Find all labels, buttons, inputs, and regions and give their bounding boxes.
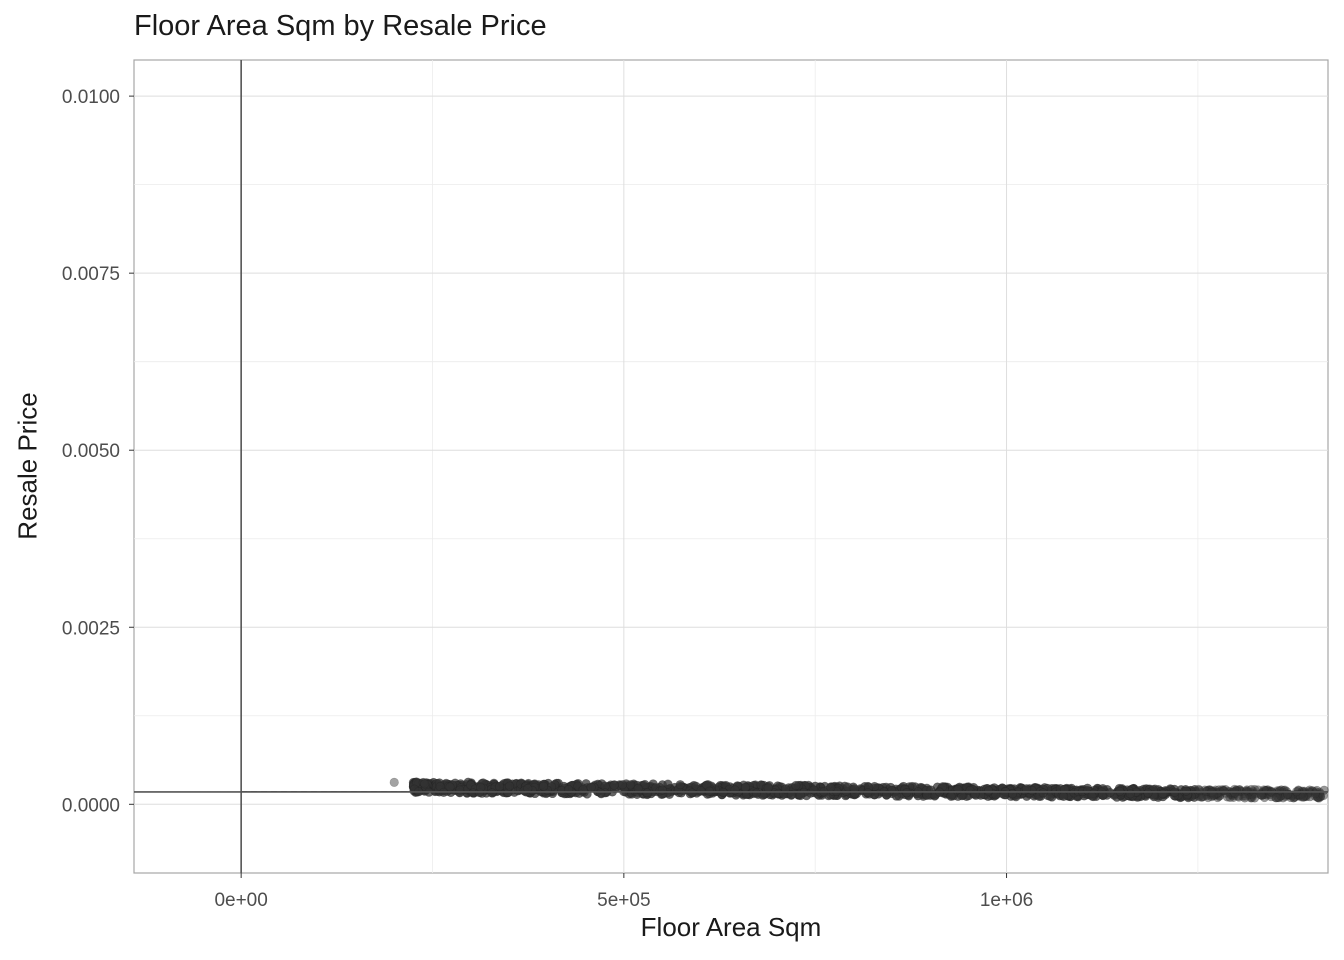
data-point — [1158, 789, 1168, 799]
data-point — [1271, 793, 1281, 803]
y-tick-label: 0.0025 — [62, 618, 120, 639]
data-point — [1021, 784, 1032, 794]
data-point — [1125, 789, 1135, 799]
y-tick-label: 0.0100 — [62, 87, 120, 108]
data-point — [730, 785, 740, 795]
data-point — [596, 788, 606, 798]
plot-panel-border — [133, 59, 1329, 874]
data-point — [849, 784, 859, 794]
data-point — [786, 790, 796, 800]
reference-lines — [134, 60, 1328, 873]
data-point — [523, 783, 533, 794]
data-point — [640, 779, 650, 790]
y-tick-label: 0.0075 — [62, 264, 120, 285]
data-point — [420, 779, 430, 789]
data-point — [891, 791, 901, 801]
data-point — [826, 782, 836, 793]
data-point — [633, 783, 643, 794]
data-point — [1219, 785, 1229, 796]
data-point — [1058, 791, 1069, 801]
data-point — [476, 782, 486, 793]
data-point — [687, 788, 697, 798]
data-point — [946, 791, 956, 801]
data-point — [657, 785, 667, 795]
x-axis-label: Floor Area Sqm — [640, 912, 822, 942]
y-axis-ticks: 0.0000 0.0025 0.0050 0.0075 0.0100 — [62, 87, 134, 816]
x-tick-label: 0e+00 — [214, 890, 267, 911]
data-point — [1181, 786, 1191, 796]
data-point — [1310, 789, 1320, 799]
data-point — [1087, 791, 1097, 801]
data-point — [984, 786, 994, 796]
data-point — [1240, 793, 1250, 803]
data-point — [809, 785, 819, 795]
data-point — [881, 790, 892, 800]
data-point — [586, 782, 596, 792]
y-axis-label: Resale Price — [12, 392, 43, 540]
data-point — [538, 781, 549, 791]
data-point — [663, 779, 673, 789]
data-point — [487, 788, 497, 798]
data-point — [617, 780, 628, 790]
data-point — [642, 788, 652, 798]
data-point — [504, 781, 515, 791]
data-point — [389, 777, 399, 787]
data-point — [578, 785, 588, 795]
data-point — [751, 788, 762, 798]
data-point — [1038, 788, 1048, 798]
data-point — [740, 782, 751, 792]
data-point — [1242, 785, 1252, 795]
data-point — [791, 780, 801, 791]
data-point — [1195, 785, 1205, 796]
data-point — [675, 780, 685, 790]
data-point — [1007, 789, 1018, 799]
data-point — [625, 780, 636, 790]
x-tick-label: 5e+05 — [597, 890, 650, 911]
data-point — [609, 780, 619, 790]
data-point — [455, 785, 465, 795]
data-point — [1143, 788, 1153, 798]
y-tick-label: 0.0050 — [62, 441, 120, 462]
y-tick-label: 0.0000 — [62, 795, 120, 816]
chart-title: Floor Area Sqm by Resale Price — [134, 10, 547, 42]
data-point — [1208, 790, 1219, 800]
data-point — [495, 782, 505, 792]
data-point — [1298, 791, 1308, 801]
minor-grid — [134, 60, 1328, 873]
data-point — [763, 783, 773, 793]
x-tick-label: 1e+06 — [980, 890, 1033, 911]
x-axis-ticks: 0e+00 5e+05 1e+06 — [214, 873, 1033, 911]
